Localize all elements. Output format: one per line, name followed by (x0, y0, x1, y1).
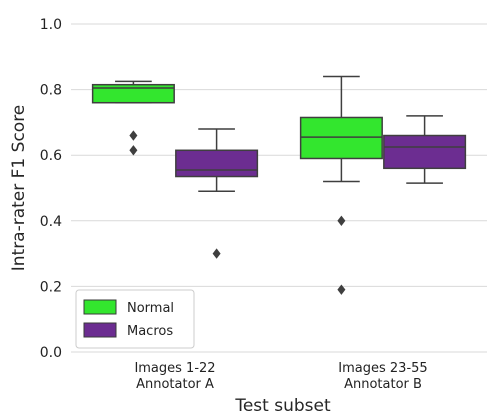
x-tick-label: Images 1-22 (134, 361, 215, 376)
y-tick-labels: 0.0 0.2 0.4 0.6 0.8 1.0 (40, 17, 62, 361)
box-body (299, 116, 383, 160)
y-tick-label: 0.8 (40, 83, 62, 99)
legend-frame (75, 289, 195, 349)
boxes (91, 75, 467, 295)
box-macros-1 (383, 115, 467, 184)
x-axis-title: Test subset (234, 396, 331, 414)
outlier-point (337, 215, 346, 226)
y-axis-title: Intra-rater F1 Score (9, 105, 29, 272)
outlier-point (212, 248, 221, 259)
outlier-point (129, 130, 138, 141)
box-body (383, 134, 467, 170)
legend-label-normal: Normal (127, 301, 174, 316)
x-tick-label: Images 23-55 (338, 361, 427, 376)
y-tick-label: 1.0 (40, 17, 62, 33)
box-body (91, 83, 175, 104)
legend-label-macros: Macros (127, 324, 173, 339)
box-normal-1 (299, 75, 383, 295)
box-body (175, 149, 259, 178)
box-normal-0 (91, 80, 175, 156)
x-tick-sublabel: Annotator B (344, 377, 422, 392)
y-tick-label: 0.0 (40, 345, 62, 361)
y-tick-label: 0.2 (40, 279, 62, 295)
legend-swatch-macros (83, 322, 117, 338)
legend-swatch-normal (83, 299, 117, 315)
x-tick-sublabel: Annotator A (136, 377, 214, 392)
y-tick-label: 0.4 (40, 214, 62, 230)
outlier-point (129, 145, 138, 156)
box-macros-0 (175, 128, 259, 259)
outlier-point (337, 284, 346, 295)
y-tick-label: 0.6 (40, 148, 62, 164)
legend: Normal Macros (75, 289, 195, 349)
